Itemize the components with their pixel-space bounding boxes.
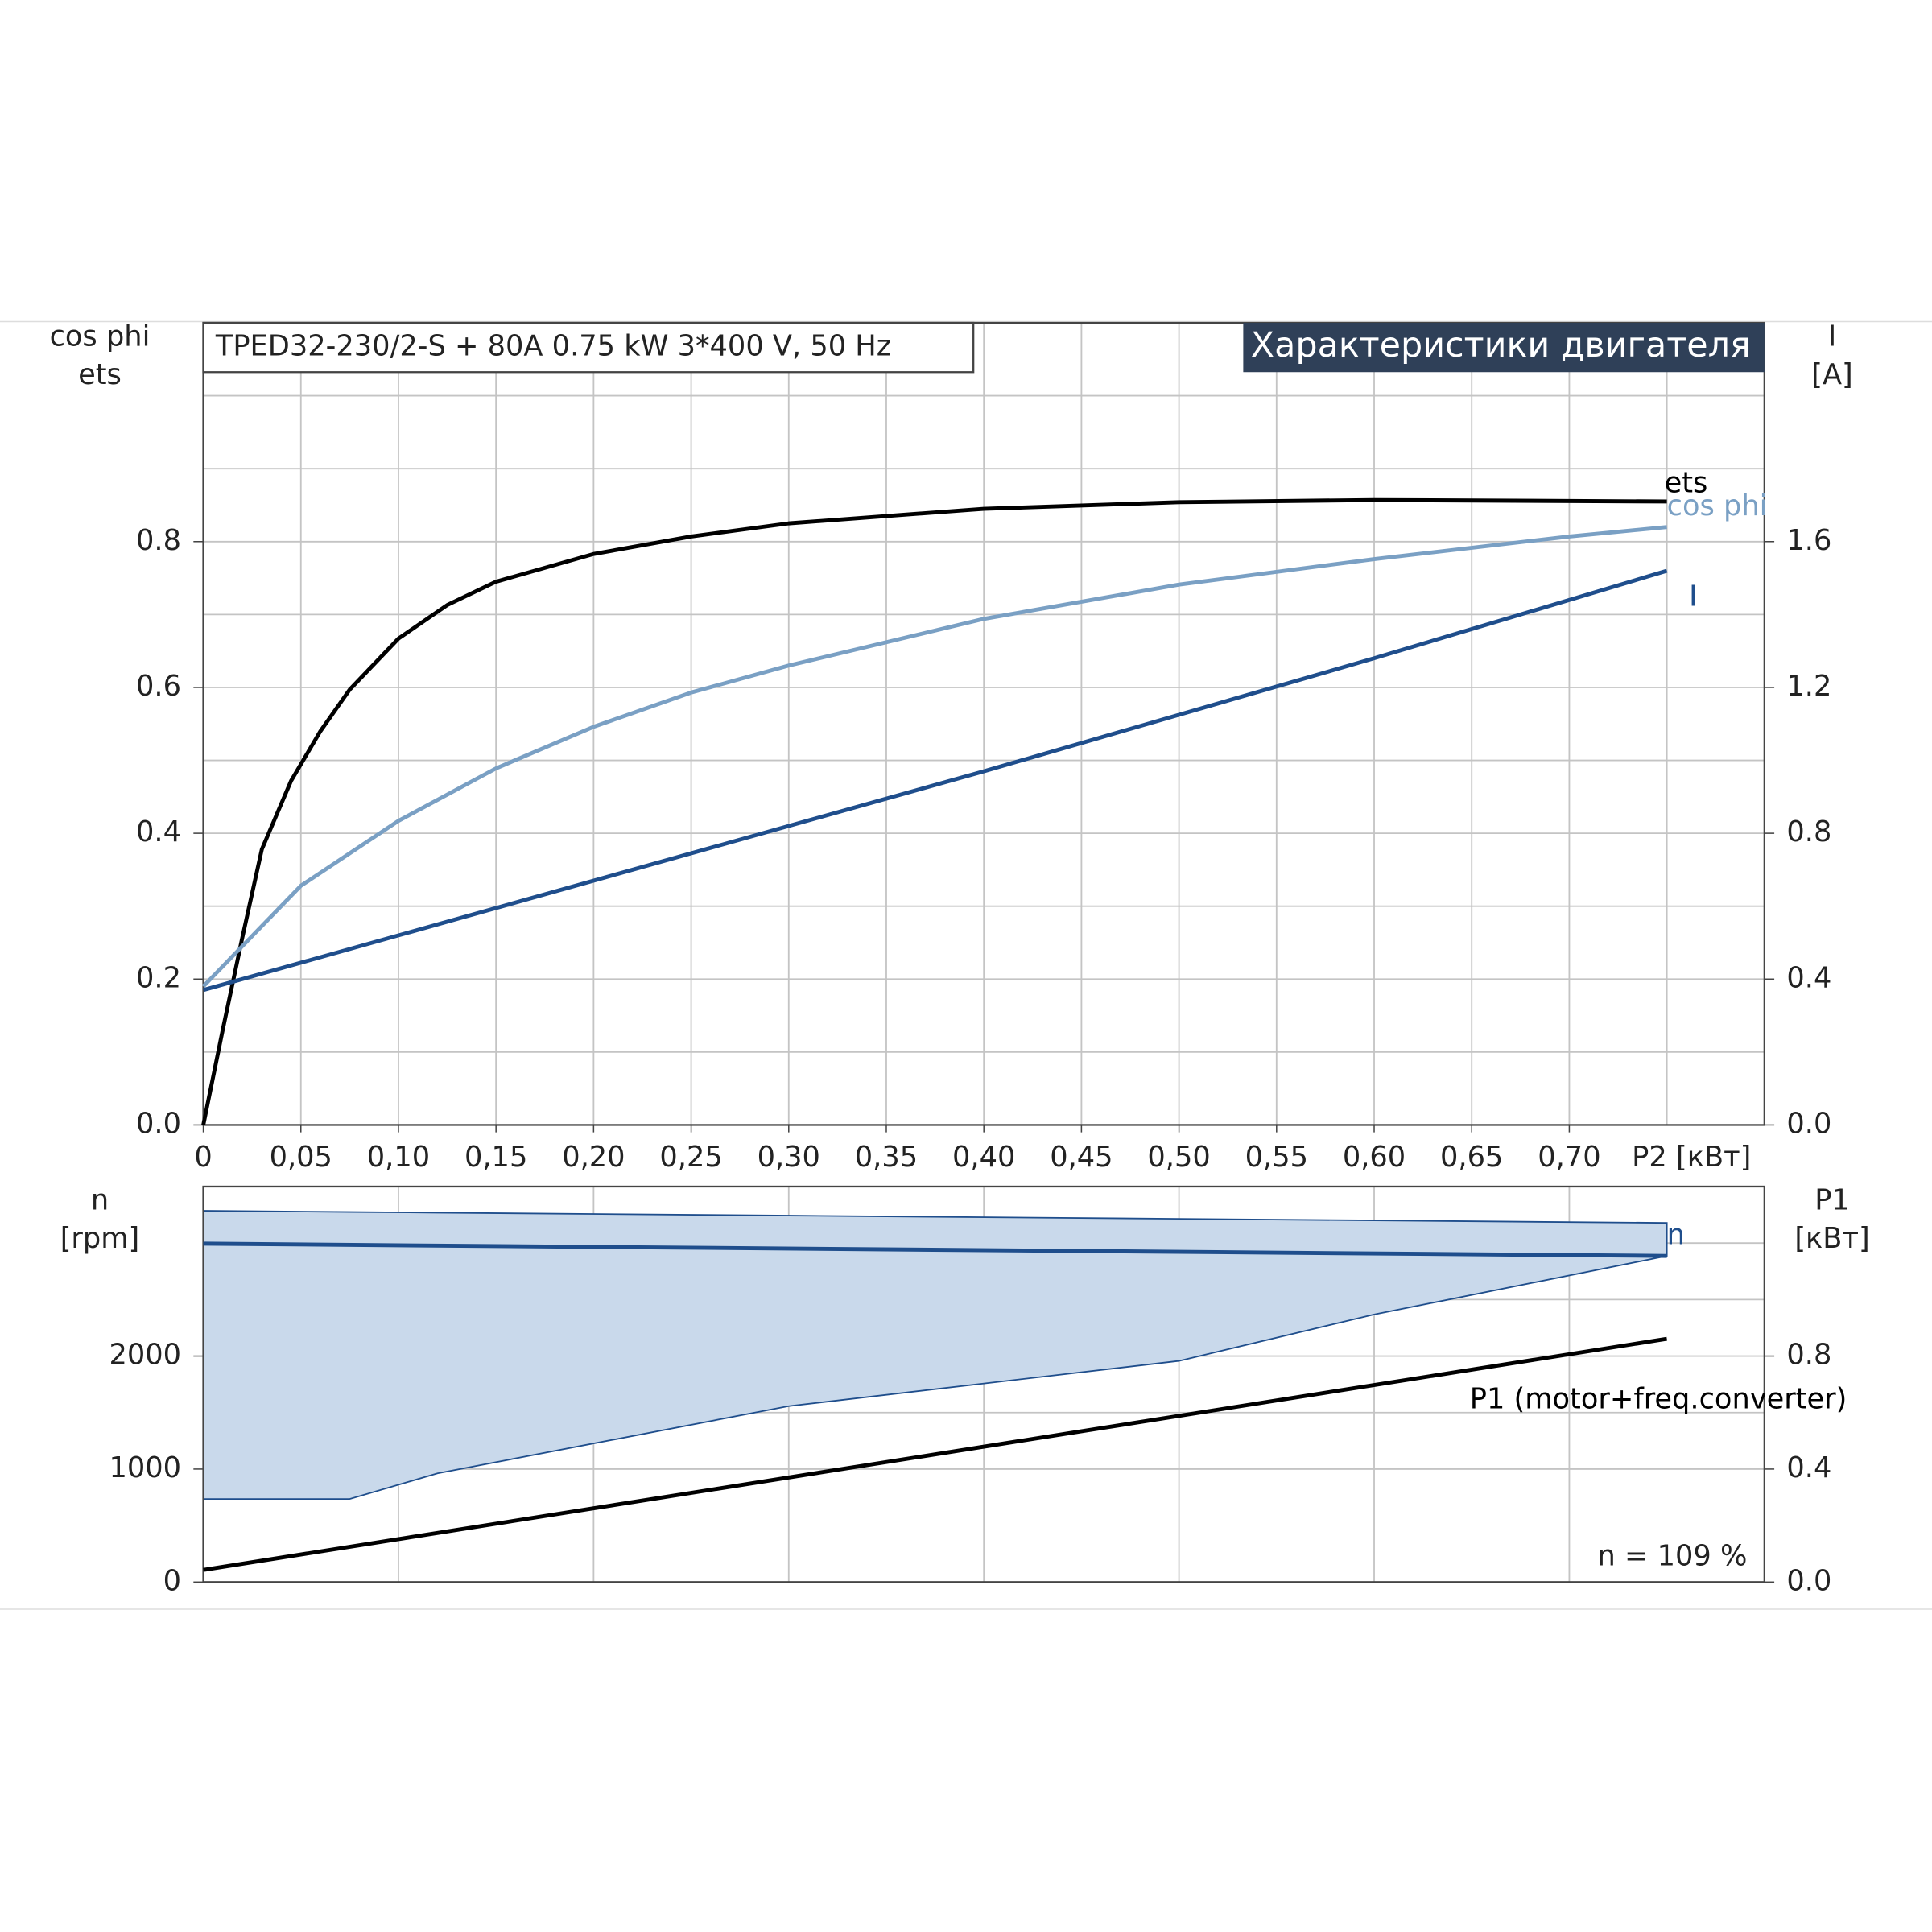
y-tick-label: 1000	[109, 1451, 181, 1484]
x-tick-label: 0,40	[952, 1141, 1015, 1174]
series-line	[201, 525, 1667, 989]
series-line	[201, 497, 1667, 1125]
y-axis-label: ets	[78, 358, 122, 391]
x-tick-label: 0,70	[1538, 1141, 1600, 1174]
y-axis-label: [rpm]	[60, 1222, 140, 1255]
x-tick-label: 0	[194, 1141, 212, 1174]
y-tick-label: 2000	[109, 1339, 181, 1372]
y2-axis-label: [кВт]	[1794, 1222, 1869, 1255]
x-tick-label: 0,20	[562, 1141, 625, 1174]
x-tick-label: 0,45	[1050, 1141, 1113, 1174]
annotation: n = 109 %	[1597, 1540, 1747, 1573]
y2-axis-label: P1	[1814, 1183, 1850, 1216]
x-tick-label: 0,55	[1245, 1141, 1308, 1174]
chart-title: TPED32-230/2-S + 80A 0.75 kW 3*400 V, 50…	[215, 330, 891, 363]
title-box	[202, 321, 975, 374]
x-tick-label: 0,05	[270, 1141, 332, 1174]
y2-tick-label: 0.0	[1786, 1564, 1831, 1597]
series-line	[203, 1241, 1667, 1258]
x-tick-label: 0,60	[1343, 1141, 1406, 1174]
y2-tick-label: 0.8	[1786, 1339, 1831, 1372]
y2-tick-label: 1.6	[1786, 524, 1831, 557]
x-tick-label: 0,35	[855, 1141, 918, 1174]
series-line	[202, 568, 1668, 993]
y-tick-label: 0	[163, 1564, 181, 1597]
header-box	[1243, 323, 1765, 373]
x-tick-label: 0,10	[367, 1141, 430, 1174]
x-tick-label: 0,25	[659, 1141, 722, 1174]
y-tick-label: 0.2	[136, 961, 181, 994]
y2-axis-label: I	[1828, 320, 1836, 353]
y2-tick-label: 0.4	[1786, 961, 1831, 994]
series-line	[203, 1336, 1668, 1572]
y-axis-label: cos phi	[50, 320, 151, 353]
y-tick-label: 0.4	[136, 815, 181, 848]
chart-subtitle: Характеристики двигателя	[1251, 325, 1751, 365]
series-label: cos phi	[1667, 489, 1768, 522]
plot-frame	[202, 1185, 1765, 1583]
x-tick-label: 0,50	[1147, 1141, 1210, 1174]
y2-tick-label: 0.4	[1786, 1451, 1831, 1484]
series-label: ets	[1665, 467, 1708, 500]
y2-axis-label: [A]	[1811, 358, 1853, 391]
y-axis-label: n	[91, 1183, 109, 1216]
x-tick-label: 0,65	[1440, 1141, 1503, 1174]
y-tick-label: 0.8	[136, 524, 181, 557]
x-tick-label: 0,15	[464, 1141, 527, 1174]
y2-tick-label: 0.8	[1786, 815, 1831, 848]
series-label: I	[1689, 580, 1697, 613]
y-tick-label: 0.6	[136, 670, 181, 703]
y2-tick-label: 1.2	[1786, 670, 1831, 703]
x-tick-label: 0,30	[758, 1141, 820, 1174]
series-label: P1 (motor+freq.converter)	[1470, 1383, 1847, 1416]
x-axis-label: P2 [кВт]	[1632, 1141, 1751, 1174]
series-label: n	[1667, 1219, 1685, 1252]
y2-tick-label: 0.0	[1786, 1107, 1831, 1140]
y-tick-label: 0.0	[136, 1107, 181, 1140]
